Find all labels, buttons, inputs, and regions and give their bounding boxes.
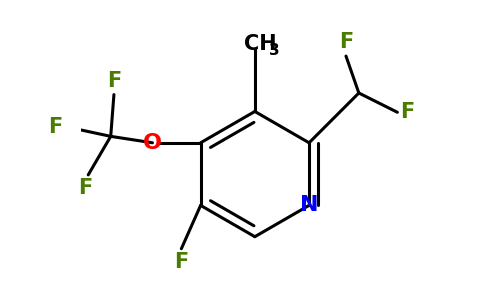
Text: F: F — [339, 32, 353, 52]
Text: 3: 3 — [269, 43, 280, 58]
Text: F: F — [174, 252, 188, 272]
Text: N: N — [300, 195, 318, 215]
Text: F: F — [107, 71, 121, 92]
Text: O: O — [143, 133, 162, 153]
Text: CH: CH — [243, 34, 276, 54]
Text: F: F — [401, 102, 415, 122]
Text: F: F — [48, 117, 62, 137]
Text: F: F — [78, 178, 92, 198]
